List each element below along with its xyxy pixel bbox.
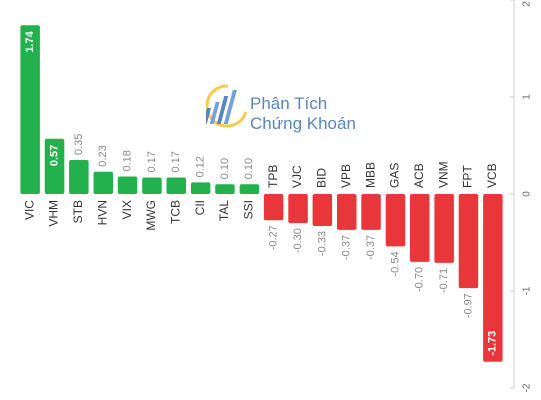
bar-tpb bbox=[263, 194, 284, 221]
bar-tcb bbox=[166, 177, 186, 194]
category-label-vnm: VNM bbox=[436, 161, 450, 188]
value-label-vpb: -0.37 bbox=[341, 235, 353, 260]
category-label-mbb: MBB bbox=[363, 162, 377, 188]
bars-group bbox=[20, 25, 503, 362]
bar-fpt bbox=[458, 194, 479, 289]
watermark-text: Phân Tích Chứng Khoán bbox=[250, 94, 356, 134]
bar-vcb bbox=[483, 194, 503, 362]
category-label-vhm: VHM bbox=[47, 200, 61, 227]
bar-stb bbox=[69, 160, 89, 194]
bar-gas bbox=[385, 194, 406, 247]
bar-mbb bbox=[361, 194, 381, 230]
value-label-vix: 0.18 bbox=[122, 150, 134, 171]
watermark-line2: Chứng Khoán bbox=[250, 114, 356, 133]
value-label-vjc: -0.30 bbox=[292, 228, 304, 253]
watermark-line1: Phân Tích bbox=[250, 94, 328, 113]
category-label-vic: VIC bbox=[22, 200, 36, 220]
category-label-acb: ACB bbox=[412, 163, 426, 188]
value-label-tcb: 0.17 bbox=[170, 151, 182, 172]
category-label-vpb: VPB bbox=[339, 164, 353, 188]
category-labels-group: VIC VHM STB HVN VIX MWG TCB CII TAL SSI TPB VJC BID V… bbox=[22, 161, 499, 230]
bar-tal bbox=[215, 184, 235, 194]
value-label-tpb: -0.27 bbox=[268, 225, 280, 250]
value-label-acb: -0.70 bbox=[414, 267, 426, 292]
value-label-hvn: 0.23 bbox=[97, 145, 109, 166]
bar-vhm bbox=[44, 138, 65, 194]
bar-vix bbox=[117, 176, 138, 194]
category-label-hvn: HVN bbox=[95, 200, 109, 225]
category-label-vjc: VJC bbox=[290, 165, 304, 188]
category-label-mwg: MWG bbox=[144, 200, 158, 231]
category-label-gas: GAS bbox=[388, 163, 402, 188]
value-label-vhm: 0.57 bbox=[48, 145, 60, 166]
bar-chart-logo-icon bbox=[202, 84, 248, 128]
bar-vnm bbox=[434, 194, 454, 263]
bar-mwg bbox=[142, 177, 162, 194]
bar-bid bbox=[312, 194, 333, 226]
category-label-bid: BID bbox=[315, 168, 329, 188]
value-label-vic: 1.74 bbox=[24, 30, 36, 52]
value-label-bid: -0.33 bbox=[316, 231, 328, 256]
y-tick-label: 0 bbox=[522, 191, 533, 197]
value-label-gas: -0.54 bbox=[389, 251, 401, 276]
category-label-stb: STB bbox=[71, 200, 85, 223]
value-label-cii: 0.12 bbox=[195, 156, 207, 177]
bar-acb bbox=[410, 194, 430, 262]
y-axis: 2 1 0 -1 -2 bbox=[510, 0, 533, 392]
category-label-tal: TAL bbox=[217, 200, 231, 221]
y-tick-label: -2 bbox=[522, 383, 533, 392]
bar-vjc bbox=[288, 194, 308, 224]
bar-vpb bbox=[337, 194, 357, 230]
category-label-fpt: FPT bbox=[461, 165, 475, 188]
bar-vic bbox=[20, 25, 40, 195]
y-tick-label: 2 bbox=[522, 1, 533, 7]
category-label-vix: VIX bbox=[120, 200, 134, 219]
category-label-tpb: TPB bbox=[266, 165, 280, 188]
value-labels-group: 1.74 0.57 0.35 0.23 0.18 0.17 0.17 0.12 0.10 0.10… bbox=[24, 30, 499, 355]
category-label-vcb: VCB bbox=[485, 163, 499, 188]
value-label-stb: 0.35 bbox=[73, 134, 85, 155]
value-label-fpt: -0.97 bbox=[462, 293, 474, 318]
value-label-ssi: 0.10 bbox=[243, 158, 255, 179]
bar-hvn bbox=[93, 171, 113, 194]
value-label-vnm: -0.71 bbox=[438, 268, 450, 293]
category-label-ssi: SSI bbox=[241, 200, 255, 219]
category-label-tcb: TCB bbox=[168, 200, 182, 224]
value-label-vcb: -1.73 bbox=[487, 331, 499, 356]
bar-ssi bbox=[239, 184, 260, 194]
y-tick-label: -1 bbox=[522, 286, 533, 295]
value-label-tal: 0.10 bbox=[219, 158, 231, 179]
value-label-mwg: 0.17 bbox=[146, 151, 158, 172]
watermark-logo: Phân Tích Chứng Khoán bbox=[202, 82, 376, 138]
bar-cii bbox=[190, 182, 211, 194]
value-label-mbb: -0.37 bbox=[365, 235, 377, 260]
y-tick-label: 1 bbox=[522, 94, 533, 100]
category-label-cii: CII bbox=[193, 200, 207, 215]
